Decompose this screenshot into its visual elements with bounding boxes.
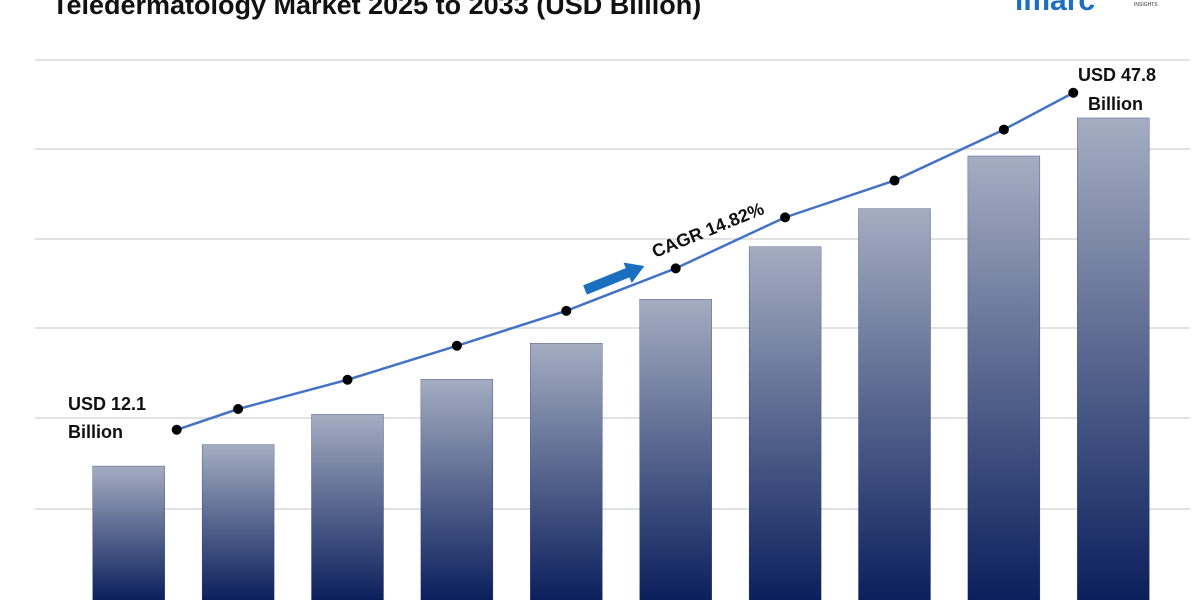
bars [92, 117, 1150, 600]
end-annotation: USD 47.8 [1078, 65, 1156, 85]
line-point [451, 340, 462, 351]
start-annotation: USD 12.1 [68, 394, 146, 414]
line-point [780, 212, 791, 223]
bar [530, 343, 603, 600]
bar [1077, 117, 1150, 600]
bar [748, 246, 822, 600]
line-point [561, 305, 572, 316]
bar [858, 208, 931, 600]
line-point [171, 424, 182, 435]
bar [420, 379, 494, 600]
line-point [998, 124, 1009, 135]
end-annotation: Billion [1088, 94, 1143, 114]
brand-logo: imarc [1015, 0, 1095, 17]
trend-line [176, 91, 1074, 431]
cagr-arrow [583, 262, 645, 295]
chart-title: Teledermatology Market 2025 to 2033 (USD… [52, 0, 701, 20]
bar [967, 155, 1041, 600]
brand-tagline: INSIGHTS [1134, 2, 1158, 8]
arrow-head [623, 262, 645, 283]
line-point [889, 175, 900, 186]
bar [201, 444, 275, 600]
line-point [670, 263, 681, 274]
line-point [342, 374, 353, 385]
start-annotation: Billion [68, 422, 123, 442]
line-point [1068, 87, 1079, 98]
bar [92, 465, 165, 600]
line-point [233, 404, 244, 415]
bar [639, 299, 712, 600]
arrow-shaft [583, 267, 632, 295]
bar [311, 414, 384, 600]
line-layer [171, 87, 1079, 435]
